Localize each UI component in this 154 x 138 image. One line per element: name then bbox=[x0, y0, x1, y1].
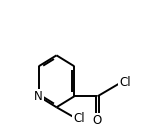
Text: Cl: Cl bbox=[119, 76, 131, 89]
Text: O: O bbox=[93, 114, 102, 127]
Text: Cl: Cl bbox=[73, 112, 85, 125]
Text: N: N bbox=[34, 90, 43, 103]
